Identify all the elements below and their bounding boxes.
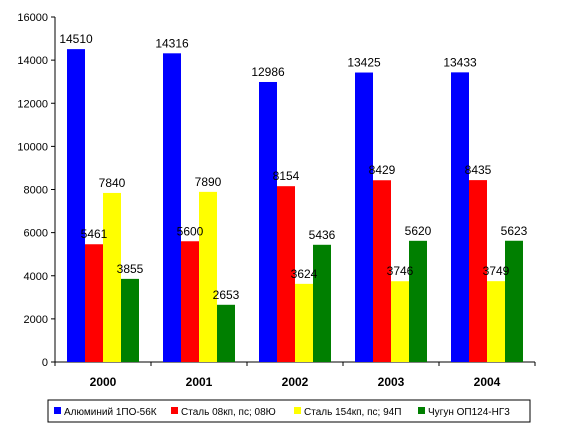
bar	[487, 281, 505, 362]
data-label: 5623	[501, 224, 528, 238]
y-tick-label: 2000	[24, 314, 48, 326]
data-label: 3749	[483, 264, 510, 278]
bar	[277, 186, 295, 362]
bar	[181, 241, 199, 362]
y-tick-label: 10000	[17, 141, 48, 153]
data-label: 5461	[81, 227, 108, 241]
bar	[505, 240, 523, 362]
y-tick-label: 12000	[17, 98, 48, 110]
legend-swatch	[418, 407, 425, 414]
data-label: 13433	[443, 55, 477, 69]
bar	[451, 72, 469, 362]
legend-label: Сталь 154кп, пс; 94П	[304, 407, 401, 418]
bar	[295, 283, 313, 362]
bar	[199, 191, 217, 362]
bar	[313, 244, 331, 362]
bar	[163, 53, 181, 362]
legend-swatch	[171, 407, 178, 414]
bar	[355, 72, 373, 362]
legend-swatch	[54, 407, 61, 414]
bar	[67, 49, 85, 363]
y-tick-label: 4000	[24, 271, 48, 283]
x-category-label: 2004	[474, 375, 501, 389]
legend-swatch	[294, 407, 301, 414]
chart-legend: Алюминий 1ПО-56К Сталь 08кп, пс; 08Ю Сталь…	[47, 399, 531, 423]
bar	[121, 278, 139, 362]
chart-axes: 0 2000 4000 6000 8000 10000 12000 14000 16000 200…	[17, 12, 536, 389]
y-tick-label: 8000	[24, 185, 48, 197]
data-label: 7890	[195, 175, 222, 189]
bar	[217, 304, 235, 362]
bar	[373, 180, 391, 362]
data-label: 2653	[213, 288, 240, 302]
x-category-label: 2000	[90, 375, 117, 389]
data-label: 5436	[309, 228, 336, 242]
legend-label: Сталь 08кп, пс; 08Ю	[181, 407, 276, 418]
x-category-label: 2003	[378, 375, 405, 389]
data-label: 8429	[369, 163, 396, 177]
y-tick-label: 0	[42, 357, 48, 369]
x-category-label: 2002	[282, 375, 309, 389]
y-tick-label: 16000	[17, 12, 48, 24]
data-label: 3624	[291, 267, 318, 281]
chart-data-labels: 14510 5461 7840 3855 14316 5600 7890 2653 12986 8…	[59, 32, 527, 302]
data-label: 8154	[273, 169, 300, 183]
data-label: 12986	[251, 65, 285, 79]
data-label: 13425	[347, 56, 381, 70]
y-tick-label: 6000	[24, 228, 48, 240]
data-label: 14510	[59, 32, 93, 46]
bar	[469, 180, 487, 362]
bar	[259, 81, 277, 362]
bar	[103, 192, 121, 362]
x-category-label: 2001	[186, 375, 213, 389]
data-label: 14316	[155, 36, 189, 50]
legend-box	[47, 399, 531, 423]
bar	[409, 240, 427, 362]
data-label: 7840	[99, 176, 126, 190]
chart-bars	[67, 49, 523, 363]
data-label: 5620	[405, 224, 432, 238]
bar	[391, 281, 409, 362]
y-tick-label: 14000	[17, 55, 48, 67]
bar	[85, 244, 103, 362]
legend-label: Чугун ОП124-НГ3	[428, 407, 510, 418]
legend-label: Алюминий 1ПО-56К	[64, 407, 157, 418]
data-label: 8435	[465, 163, 492, 177]
data-label: 3746	[387, 264, 414, 278]
data-label: 5600	[177, 224, 204, 238]
data-label: 3855	[117, 262, 144, 276]
